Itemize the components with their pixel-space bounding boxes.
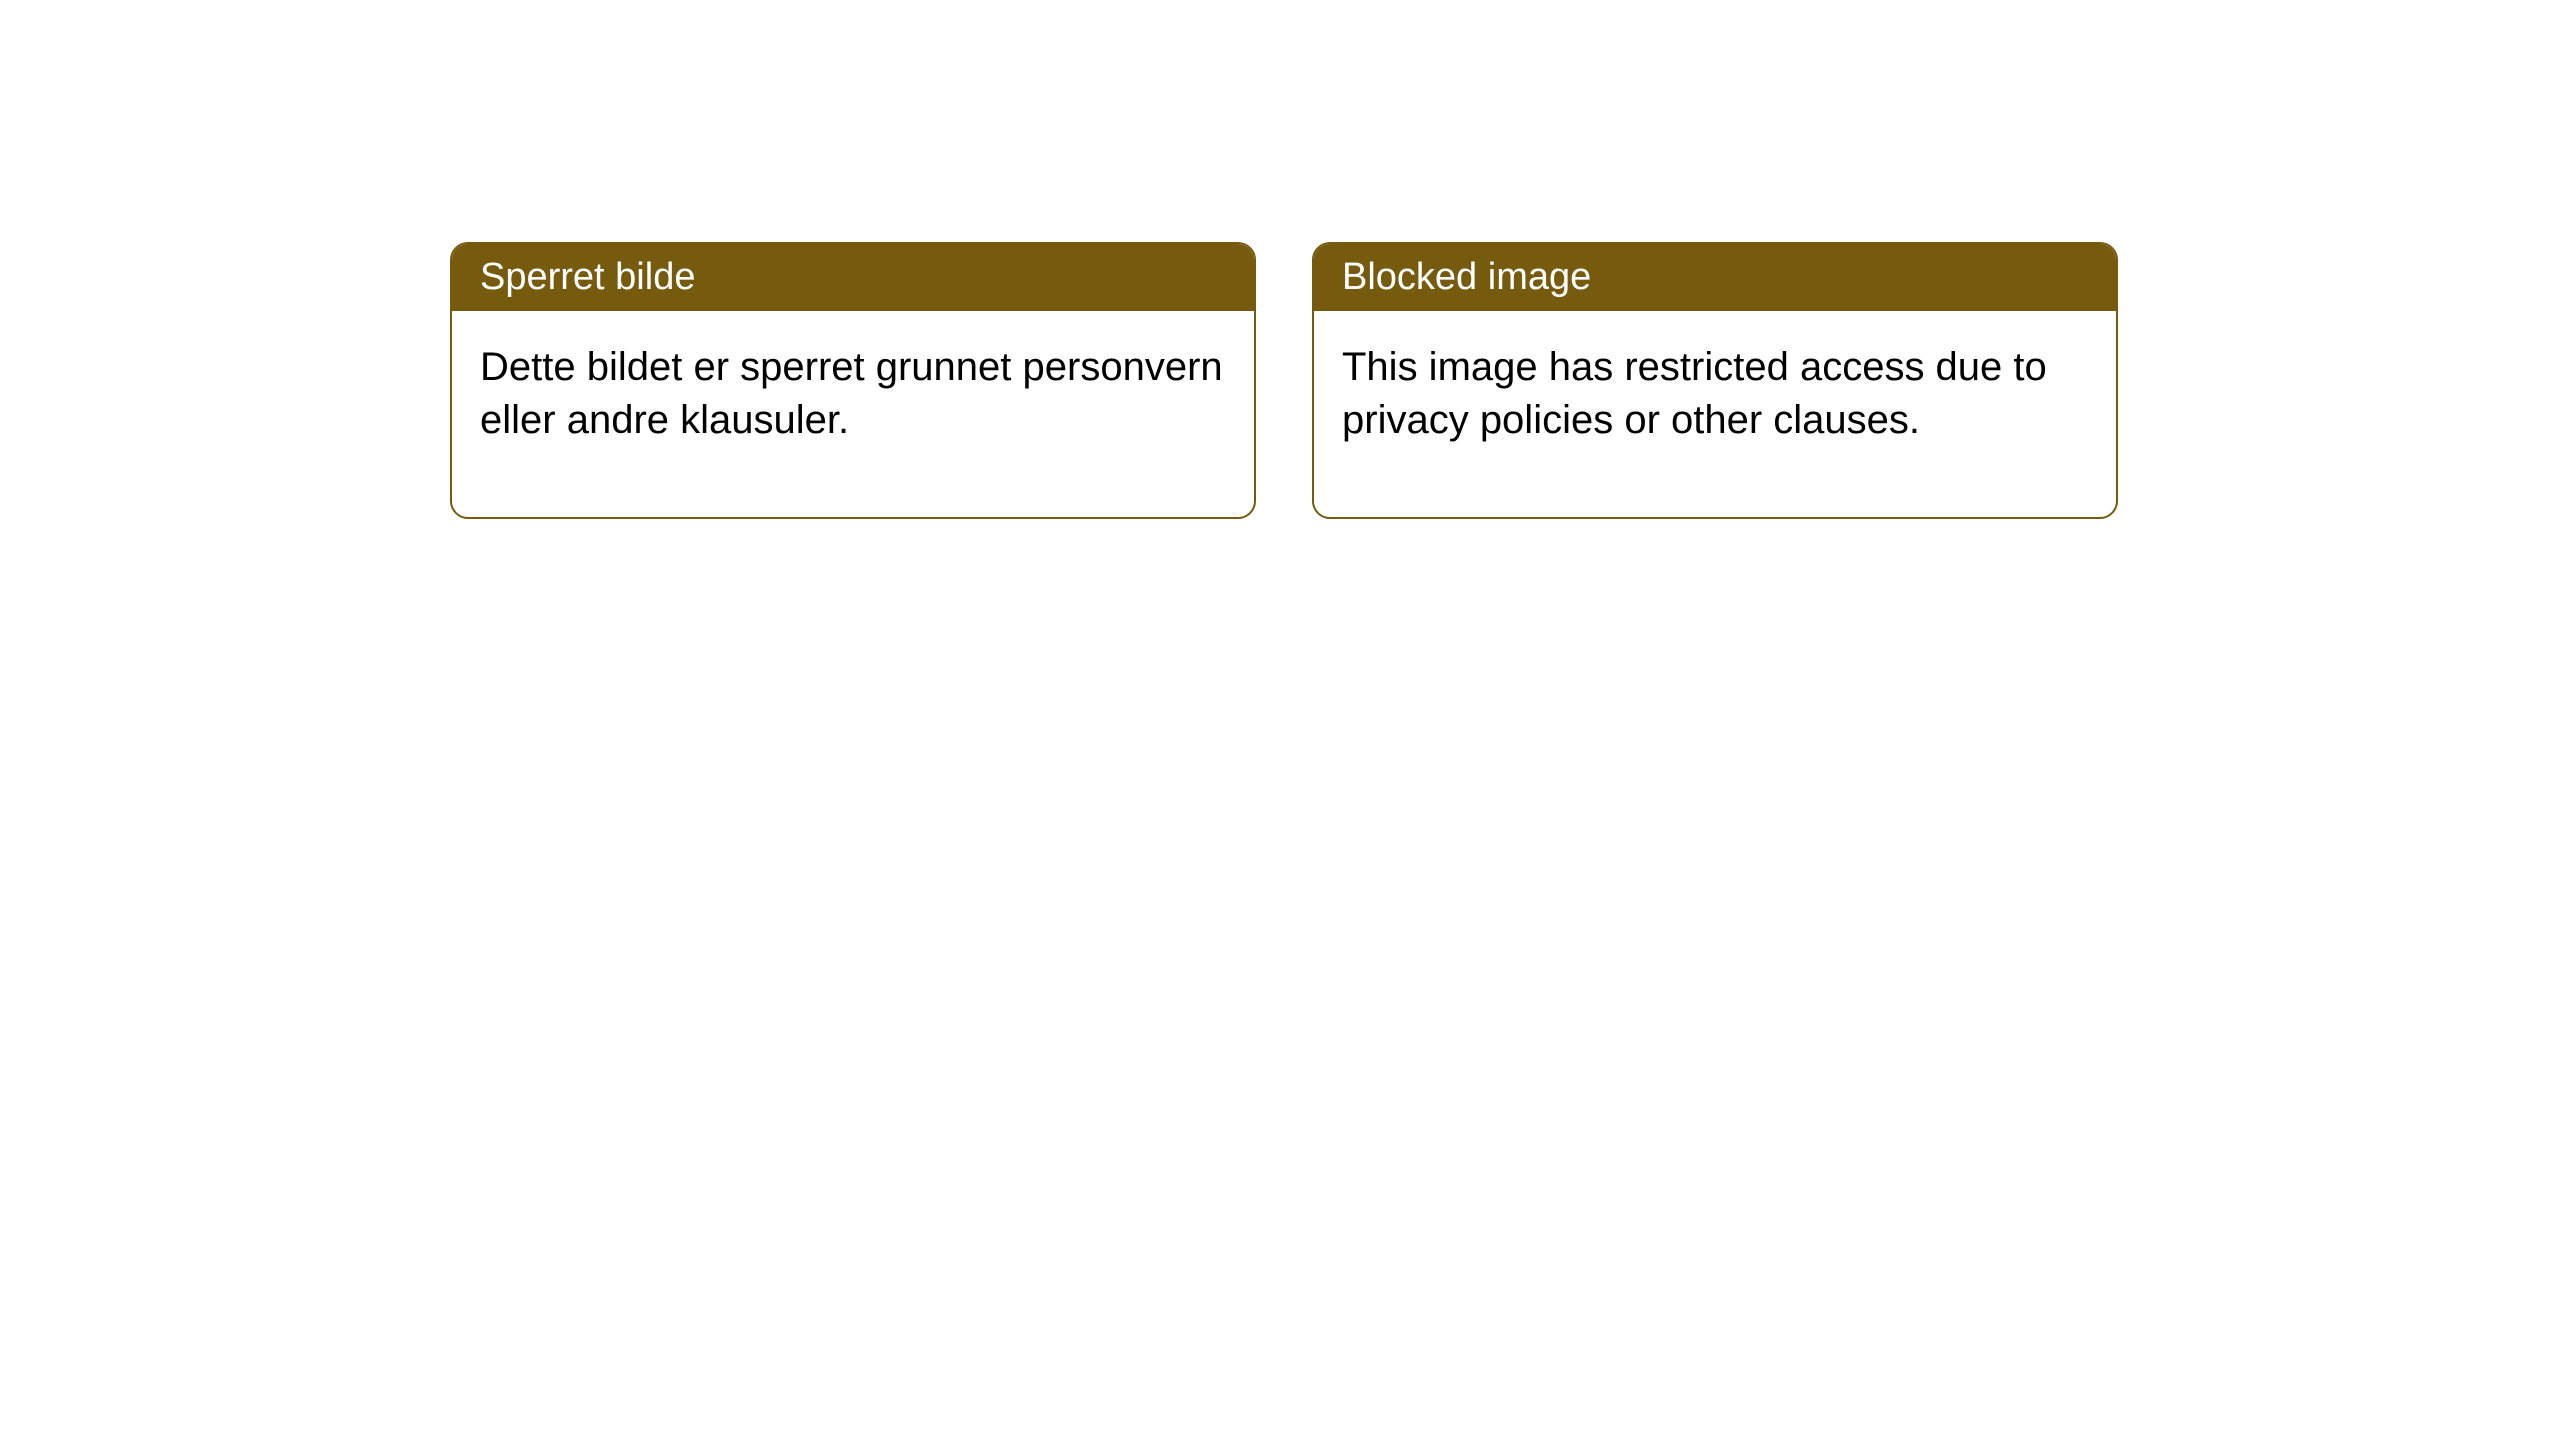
card-title: Blocked image	[1342, 256, 1591, 298]
card-header: Blocked image	[1314, 244, 2116, 311]
card-body: Dette bildet er sperret grunnet personve…	[452, 311, 1254, 517]
notice-cards-container: Sperret bilde Dette bildet er sperret gr…	[0, 0, 2560, 519]
card-body: This image has restricted access due to …	[1314, 311, 2116, 517]
card-message: Dette bildet er sperret grunnet personve…	[480, 345, 1223, 442]
card-header: Sperret bilde	[452, 244, 1254, 311]
notice-card-english: Blocked image This image has restricted …	[1312, 242, 2118, 519]
card-title: Sperret bilde	[480, 256, 695, 298]
card-message: This image has restricted access due to …	[1342, 345, 2047, 442]
notice-card-norwegian: Sperret bilde Dette bildet er sperret gr…	[450, 242, 1256, 519]
